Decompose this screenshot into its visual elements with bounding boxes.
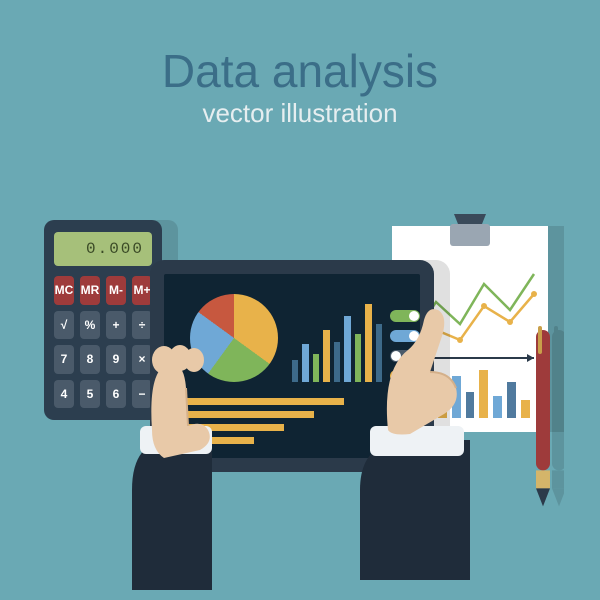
calc-key: √ — [54, 311, 74, 340]
binder-clip-icon — [448, 214, 492, 248]
paper-bar — [507, 382, 516, 418]
calculator-display: 0.000 — [54, 232, 152, 266]
calc-key: M+ — [132, 276, 152, 305]
tablet-bar — [292, 360, 298, 382]
calc-key: MC — [54, 276, 74, 305]
subtitle: vector illustration — [0, 98, 600, 129]
main-title: Data analysis — [0, 44, 600, 98]
illustration-stage: Data analysis vector illustration 0.000 … — [0, 0, 600, 600]
calc-key: 7 — [54, 345, 74, 374]
calc-key: M- — [106, 276, 126, 305]
calculator-display-value: 0.000 — [86, 240, 144, 258]
calc-key: MR — [80, 276, 100, 305]
left-hand — [92, 330, 252, 590]
right-hand — [300, 300, 500, 580]
pen-icon — [524, 320, 564, 530]
calc-key: 4 — [54, 380, 74, 409]
